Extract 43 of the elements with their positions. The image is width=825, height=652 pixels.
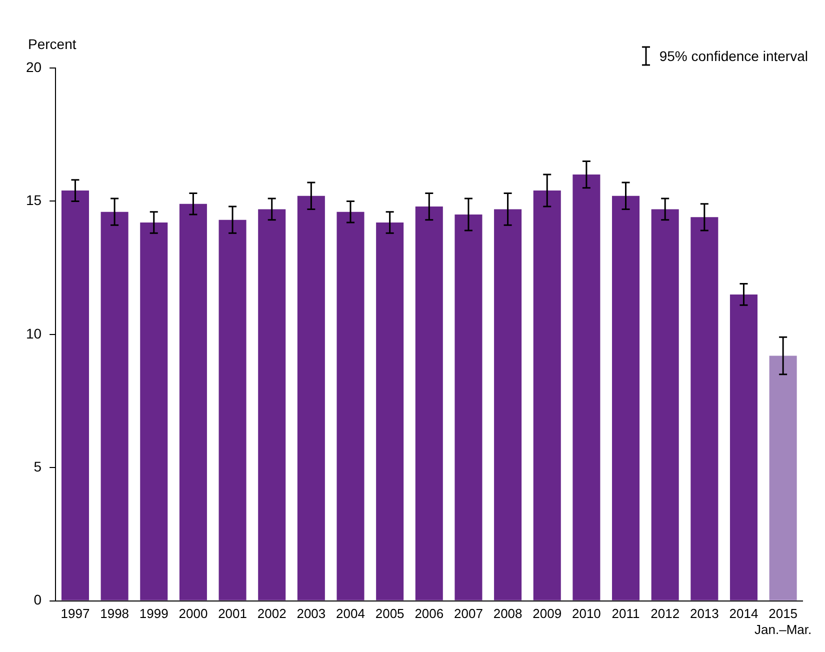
bar bbox=[376, 222, 404, 600]
x-tick-label: 1997 bbox=[60, 606, 90, 622]
bar bbox=[336, 212, 364, 600]
x-tick-label: 2004 bbox=[336, 606, 365, 622]
y-axis-title: Percent bbox=[28, 36, 76, 52]
y-tick-label: 5 bbox=[34, 458, 42, 474]
x-tick-label: 2011 bbox=[612, 606, 640, 622]
bar bbox=[730, 294, 758, 600]
bar bbox=[612, 196, 640, 600]
x-tick-label: 2012 bbox=[650, 606, 680, 622]
bar bbox=[454, 214, 482, 600]
bar bbox=[651, 209, 679, 600]
bar bbox=[297, 196, 325, 600]
x-tick-label: 2002 bbox=[257, 606, 286, 622]
x-tick-label: 2006 bbox=[414, 606, 444, 622]
y-tick-label: 15 bbox=[26, 192, 42, 208]
x-tick-label: 2005 bbox=[375, 606, 404, 622]
bar bbox=[61, 190, 89, 600]
bar bbox=[690, 217, 718, 600]
bar bbox=[179, 204, 207, 600]
bar bbox=[100, 212, 128, 600]
x-tick-label: 2000 bbox=[178, 606, 208, 622]
x-tick-label: 2010 bbox=[572, 606, 601, 622]
x-tick-label: 1998 bbox=[100, 606, 130, 622]
bar bbox=[258, 209, 286, 600]
bar bbox=[572, 174, 600, 600]
x-tick-label: 2008 bbox=[493, 606, 522, 622]
y-tick-label: 10 bbox=[26, 325, 42, 342]
x-tick-label: 2009 bbox=[532, 606, 562, 622]
x-tick-label: 2003 bbox=[296, 606, 326, 622]
bar bbox=[769, 356, 797, 600]
x-tick-label: 2007 bbox=[454, 606, 483, 622]
bar bbox=[415, 206, 443, 600]
bar bbox=[494, 209, 522, 600]
y-tick-label: 20 bbox=[26, 58, 42, 75]
y-tick-label: 0 bbox=[34, 592, 42, 608]
x-tick-label: 2013 bbox=[690, 606, 719, 622]
bar bbox=[218, 220, 246, 600]
x-tick-label: 2001 bbox=[218, 606, 247, 622]
bar bbox=[140, 222, 168, 600]
text: 95% confidence interval bbox=[659, 48, 808, 64]
x-tick-label: 1999 bbox=[139, 606, 168, 622]
bar bbox=[533, 190, 561, 600]
